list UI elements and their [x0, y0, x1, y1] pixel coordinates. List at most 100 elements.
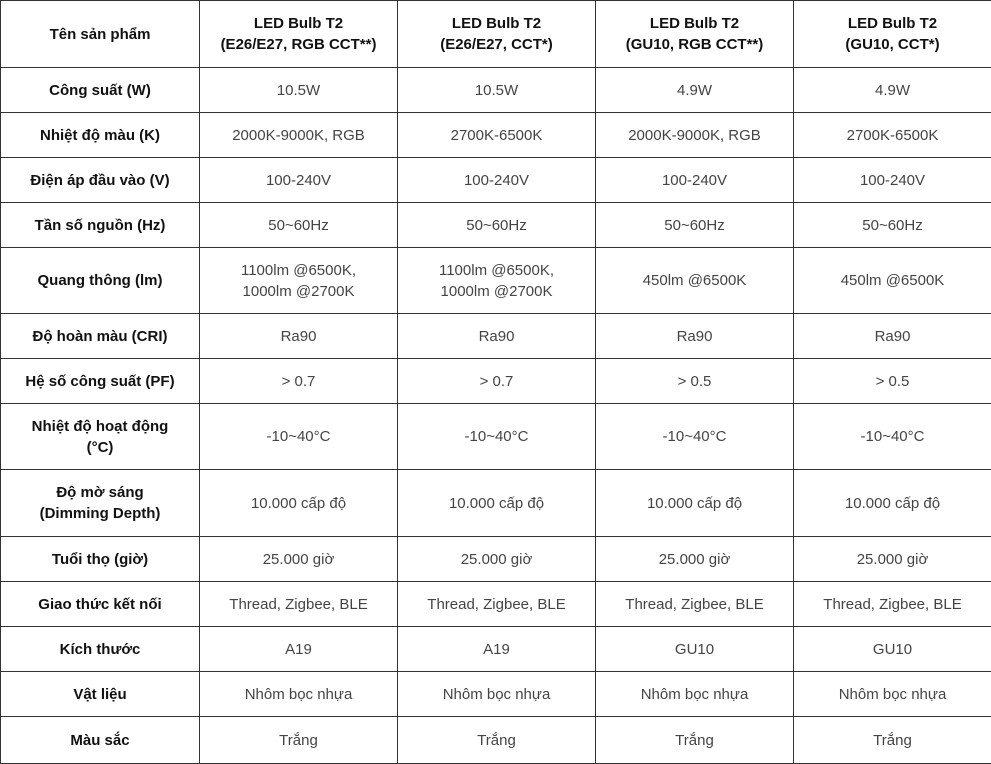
- row-label-line: Giao thức kết nối: [7, 594, 193, 615]
- cell-line: -10~40°C: [404, 426, 589, 447]
- table-cell: 25.000 giờ: [398, 537, 596, 582]
- cell-line: 1000lm @2700K: [206, 281, 391, 302]
- product-header-line: (E26/E27, RGB CCT**): [206, 34, 391, 55]
- table-cell: Nhôm bọc nhựa: [398, 672, 596, 717]
- table-cell: Nhôm bọc nhựa: [200, 672, 398, 717]
- row-label: Tuổi thọ (giờ): [1, 537, 200, 582]
- cell-line: Ra90: [404, 326, 589, 347]
- cell-line: 100-240V: [800, 170, 985, 191]
- cell-line: 1000lm @2700K: [404, 281, 589, 302]
- table-cell: 1100lm @6500K,1000lm @2700K: [200, 248, 398, 314]
- cell-line: 450lm @6500K: [800, 270, 985, 291]
- cell-line: > 0.5: [800, 371, 985, 392]
- cell-line: Thread, Zigbee, BLE: [800, 594, 985, 615]
- table-cell: 25.000 giờ: [596, 537, 794, 582]
- cell-line: 100-240V: [602, 170, 787, 191]
- table-cell: 4.9W: [794, 68, 991, 113]
- table-cell: > 0.7: [200, 359, 398, 404]
- cell-line: GU10: [602, 639, 787, 660]
- row-label-line: Độ hoàn màu (CRI): [7, 326, 193, 347]
- cell-line: 2700K-6500K: [404, 125, 589, 146]
- table-cell: Trắng: [794, 717, 991, 764]
- row-label-line: Vật liệu: [7, 684, 193, 705]
- table-cell: 50~60Hz: [200, 203, 398, 248]
- cell-line: Ra90: [206, 326, 391, 347]
- cell-line: > 0.7: [404, 371, 589, 392]
- table-cell: Trắng: [596, 717, 794, 764]
- table-cell: Nhôm bọc nhựa: [794, 672, 991, 717]
- cell-line: > 0.5: [602, 371, 787, 392]
- row-label: Nhiệt độ hoạt động(°C): [1, 404, 200, 470]
- cell-line: 10.5W: [404, 80, 589, 101]
- cell-line: 1100lm @6500K,: [404, 260, 589, 281]
- table-cell: Trắng: [398, 717, 596, 764]
- table-cell: -10~40°C: [398, 404, 596, 470]
- cell-line: 10.000 cấp độ: [602, 493, 787, 514]
- row-label: Kích thước: [1, 627, 200, 672]
- table-cell: 10.000 cấp độ: [794, 470, 991, 537]
- table-cell: Ra90: [200, 314, 398, 359]
- cell-line: Ra90: [602, 326, 787, 347]
- table-cell: > 0.5: [596, 359, 794, 404]
- row-label-line: Tần số nguồn (Hz): [7, 215, 193, 236]
- row-label: Quang thông (lm): [1, 248, 200, 314]
- cell-line: Trắng: [206, 730, 391, 751]
- table-row: Điện áp đầu vào (V) 100-240V 100-240V 100-2…: [1, 158, 991, 203]
- table-cell: 100-240V: [596, 158, 794, 203]
- product-header-line: LED Bulb T2: [602, 13, 787, 34]
- table-cell: Ra90: [398, 314, 596, 359]
- cell-line: A19: [206, 639, 391, 660]
- table-cell: Nhôm bọc nhựa: [596, 672, 794, 717]
- row-label-line: Độ mờ sáng: [7, 482, 193, 503]
- cell-line: Trắng: [404, 730, 589, 751]
- cell-line: 4.9W: [800, 80, 985, 101]
- cell-line: Nhôm bọc nhựa: [602, 684, 787, 705]
- cell-line: 50~60Hz: [206, 215, 391, 236]
- row-label-line: Điện áp đầu vào (V): [7, 170, 193, 191]
- cell-line: 10.5W: [206, 80, 391, 101]
- row-label: Độ mờ sáng(Dimming Depth): [1, 470, 200, 537]
- row-label: Tần số nguồn (Hz): [1, 203, 200, 248]
- cell-line: 2000K-9000K, RGB: [206, 125, 391, 146]
- table-cell: A19: [398, 627, 596, 672]
- table-cell: 50~60Hz: [596, 203, 794, 248]
- cell-line: Thread, Zigbee, BLE: [404, 594, 589, 615]
- table-cell: 10.5W: [200, 68, 398, 113]
- product-header: LED Bulb T2(GU10, RGB CCT**): [596, 1, 794, 68]
- table-cell: 50~60Hz: [794, 203, 991, 248]
- row-label-line: Hệ số công suất (PF): [7, 371, 193, 392]
- table-cell: -10~40°C: [200, 404, 398, 470]
- cell-line: 2000K-9000K, RGB: [602, 125, 787, 146]
- row-label: Nhiệt độ màu (K): [1, 113, 200, 158]
- row-label: Giao thức kết nối: [1, 582, 200, 627]
- row-label-line: Nhiệt độ màu (K): [7, 125, 193, 146]
- cell-line: -10~40°C: [800, 426, 985, 447]
- cell-line: > 0.7: [206, 371, 391, 392]
- cell-line: Trắng: [800, 730, 985, 751]
- cell-line: Trắng: [602, 730, 787, 751]
- table-row: Độ mờ sáng(Dimming Depth) 10.000 cấp độ 10…: [1, 470, 991, 537]
- row-label: Hệ số công suất (PF): [1, 359, 200, 404]
- table-cell: GU10: [596, 627, 794, 672]
- cell-line: 4.9W: [602, 80, 787, 101]
- row-label-line: Tuổi thọ (giờ): [7, 549, 193, 570]
- table-row: Giao thức kết nối Thread, Zigbee, BLE Thre…: [1, 582, 991, 627]
- cell-line: 100-240V: [404, 170, 589, 191]
- cell-line: 100-240V: [206, 170, 391, 191]
- cell-line: 50~60Hz: [404, 215, 589, 236]
- table-row: Nhiệt độ hoạt động(°C)-10~40°C-10~40°C-1…: [1, 404, 991, 470]
- cell-line: 450lm @6500K: [602, 270, 787, 291]
- cell-line: Nhôm bọc nhựa: [404, 684, 589, 705]
- table-cell: 25.000 giờ: [794, 537, 991, 582]
- table-cell: 10.5W: [398, 68, 596, 113]
- row-label-line: Công suất (W): [7, 80, 193, 101]
- row-label-line: Kích thước: [7, 639, 193, 660]
- table-cell: 4.9W: [596, 68, 794, 113]
- table-cell: Thread, Zigbee, BLE: [794, 582, 991, 627]
- cell-line: 2700K-6500K: [800, 125, 985, 146]
- cell-line: Ra90: [800, 326, 985, 347]
- product-header-line: (GU10, CCT*): [800, 34, 985, 55]
- table-cell: 50~60Hz: [398, 203, 596, 248]
- table-row: Công suất (W) 10.5W 10.5W 4.9W 4.9W: [1, 68, 991, 113]
- row-label-line: Màu sắc: [7, 730, 193, 751]
